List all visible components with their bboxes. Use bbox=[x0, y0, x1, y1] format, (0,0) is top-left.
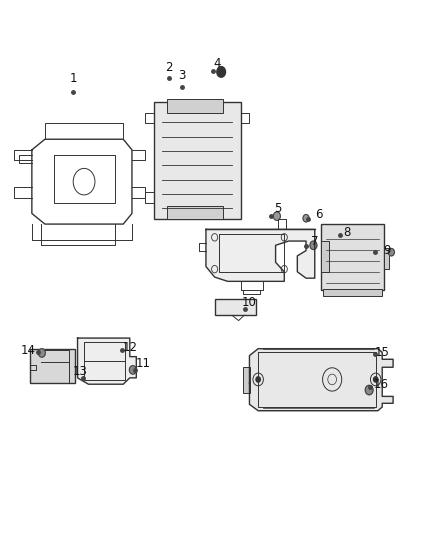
Text: 8: 8 bbox=[344, 225, 351, 239]
Text: 13: 13 bbox=[72, 365, 87, 378]
Text: 11: 11 bbox=[135, 357, 150, 369]
Polygon shape bbox=[206, 229, 315, 281]
FancyBboxPatch shape bbox=[167, 100, 223, 113]
FancyBboxPatch shape bbox=[30, 349, 75, 383]
FancyBboxPatch shape bbox=[154, 102, 241, 219]
FancyBboxPatch shape bbox=[321, 241, 329, 272]
Text: 5: 5 bbox=[274, 201, 282, 215]
Circle shape bbox=[365, 385, 373, 395]
Circle shape bbox=[39, 349, 46, 357]
FancyBboxPatch shape bbox=[244, 367, 251, 393]
Polygon shape bbox=[250, 349, 393, 411]
FancyBboxPatch shape bbox=[215, 300, 256, 316]
Text: 9: 9 bbox=[383, 244, 390, 257]
Text: 1: 1 bbox=[70, 72, 77, 85]
Text: 15: 15 bbox=[375, 346, 390, 359]
Circle shape bbox=[303, 215, 309, 222]
Circle shape bbox=[374, 377, 378, 382]
Circle shape bbox=[273, 212, 280, 220]
FancyBboxPatch shape bbox=[167, 206, 223, 219]
Circle shape bbox=[256, 377, 260, 382]
Circle shape bbox=[129, 366, 136, 374]
Circle shape bbox=[389, 248, 394, 256]
Circle shape bbox=[217, 67, 226, 77]
Text: 12: 12 bbox=[122, 341, 137, 353]
Text: 10: 10 bbox=[242, 296, 257, 309]
FancyBboxPatch shape bbox=[323, 289, 382, 296]
FancyBboxPatch shape bbox=[321, 224, 385, 290]
Circle shape bbox=[310, 241, 317, 249]
Text: 7: 7 bbox=[311, 235, 318, 248]
Text: 3: 3 bbox=[178, 69, 186, 82]
Text: 14: 14 bbox=[21, 344, 36, 357]
Text: 16: 16 bbox=[374, 378, 389, 391]
Polygon shape bbox=[78, 338, 136, 384]
Text: 4: 4 bbox=[213, 58, 221, 70]
Text: 2: 2 bbox=[165, 61, 173, 74]
Text: 6: 6 bbox=[315, 208, 323, 221]
FancyBboxPatch shape bbox=[384, 248, 389, 269]
